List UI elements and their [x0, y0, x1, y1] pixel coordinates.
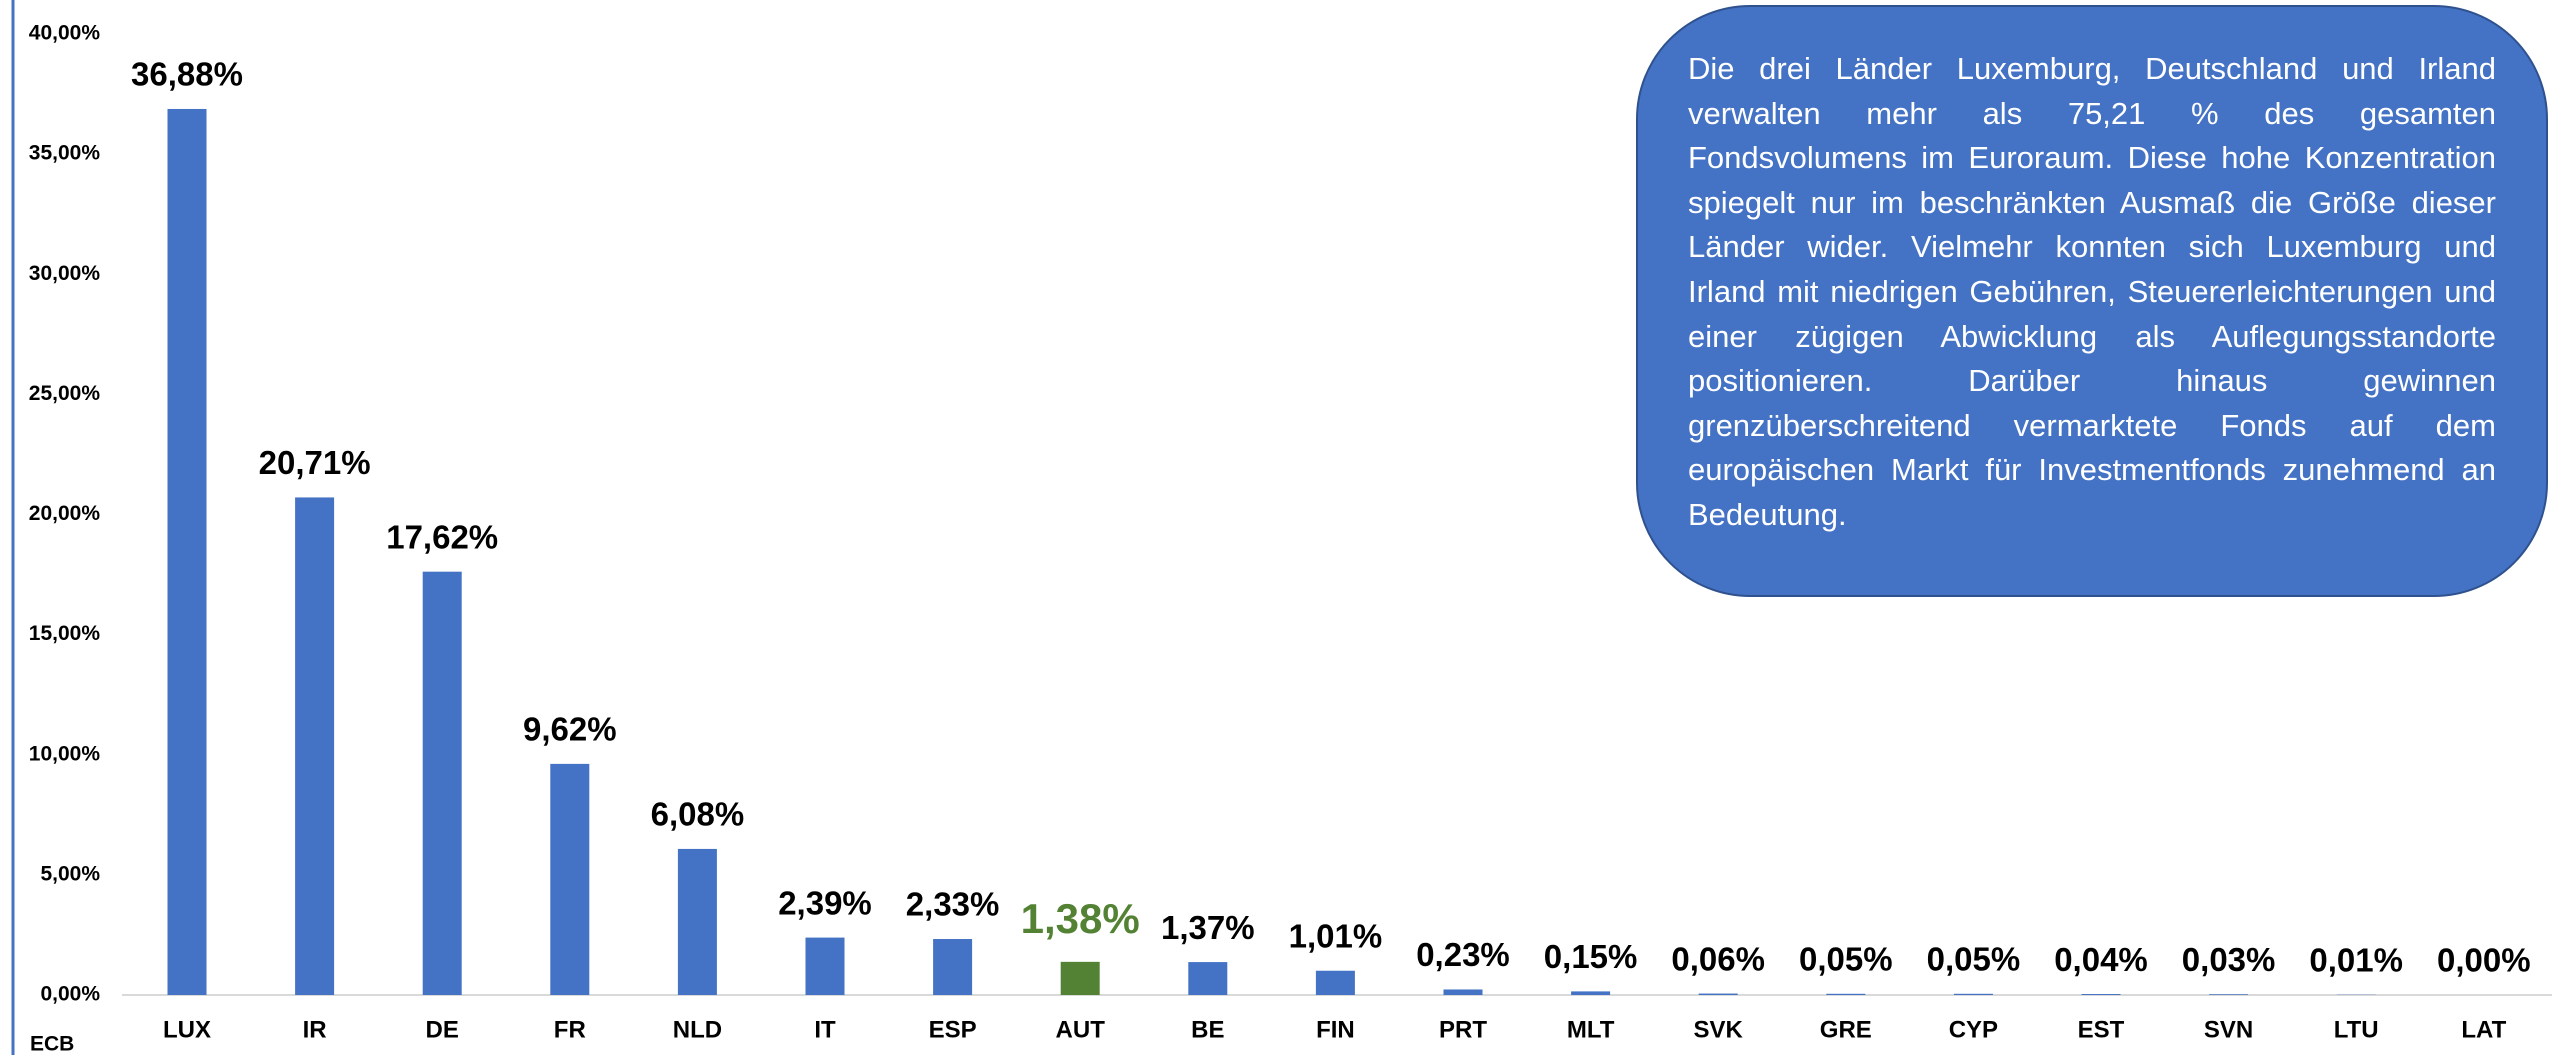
bar: [1443, 989, 1483, 995]
bar: [1315, 970, 1355, 995]
bar: [2081, 994, 2121, 995]
value-label: 1,01%: [1289, 917, 1383, 954]
bar: [805, 937, 845, 995]
value-label: 2,39%: [778, 884, 872, 921]
value-label: 0,15%: [1544, 938, 1638, 975]
y-tick-label: 40,00%: [29, 22, 101, 45]
x-tick-label: DE: [426, 1016, 459, 1043]
bar: [422, 571, 462, 995]
value-label: 0,06%: [1671, 940, 1765, 977]
x-tick-label: LUX: [163, 1016, 211, 1043]
x-tick-label: ESP: [929, 1016, 977, 1043]
value-label: 0,04%: [2054, 941, 2148, 978]
x-tick-label: BE: [1191, 1016, 1224, 1043]
x-tick-label: FR: [554, 1016, 586, 1043]
y-tick-label: 35,00%: [29, 142, 101, 165]
value-label: 0,05%: [1927, 941, 2021, 978]
value-label: 0,03%: [2182, 941, 2276, 978]
value-label: 36,88%: [131, 56, 243, 93]
value-label: 17,62%: [386, 518, 498, 555]
y-tick-label: 25,00%: [29, 382, 101, 405]
bar: [1188, 962, 1228, 995]
source: ECB: [30, 1033, 74, 1055]
bar: [295, 497, 335, 995]
x-tick-label: MLT: [1567, 1016, 1615, 1043]
value-label: 9,62%: [523, 711, 617, 748]
x-tick-label: LTU: [2334, 1016, 2379, 1043]
x-tick-label: IR: [303, 1016, 327, 1043]
y-tick-label: 15,00%: [29, 622, 101, 645]
value-label: 0,00%: [2437, 942, 2531, 979]
value-label: 0,23%: [1416, 936, 1510, 973]
bar: [933, 939, 973, 995]
bar: [550, 763, 590, 995]
y-tick-label: 20,00%: [29, 502, 101, 525]
x-tick-label: IT: [814, 1016, 836, 1043]
value-label: 1,37%: [1161, 909, 1255, 946]
bar: [1571, 991, 1611, 995]
bar: [1698, 993, 1738, 995]
bar: [167, 108, 207, 995]
y-tick-label: 10,00%: [29, 742, 101, 765]
annotation: Die drei Länder Luxemburg, Deutschland u…: [1636, 5, 2548, 597]
y-tick-label: 5,00%: [40, 862, 100, 885]
x-tick-label: SVN: [2204, 1016, 2253, 1043]
value-label: 2,33%: [906, 886, 1000, 923]
value-label: 0,05%: [1799, 941, 1893, 978]
x-tick-label: PRT: [1439, 1016, 1487, 1043]
x-tick-label: FIN: [1316, 1016, 1355, 1043]
bar: [1060, 961, 1100, 995]
bar: [1953, 993, 1993, 995]
bar: [677, 848, 717, 995]
x-tick-label: GRE: [1820, 1016, 1872, 1043]
bar: [2209, 994, 2249, 995]
value-label: 20,71%: [259, 444, 371, 481]
x-tick-label: LAT: [2461, 1016, 2506, 1043]
x-tick-label: NLD: [673, 1016, 722, 1043]
x-tick-label: EST: [2078, 1016, 2125, 1043]
bar: [1826, 993, 1866, 995]
y-tick-label: 30,00%: [29, 262, 101, 285]
value-label: 1,38%: [1021, 895, 1140, 942]
value-label: 0,01%: [2309, 941, 2403, 978]
x-tick-label: SVK: [1694, 1016, 1744, 1043]
x-tick-label: CYP: [1949, 1016, 1998, 1043]
value-label: 6,08%: [651, 796, 745, 833]
y-tick-label: 0,00%: [40, 983, 100, 1006]
x-tick-label: AUT: [1056, 1016, 1106, 1043]
